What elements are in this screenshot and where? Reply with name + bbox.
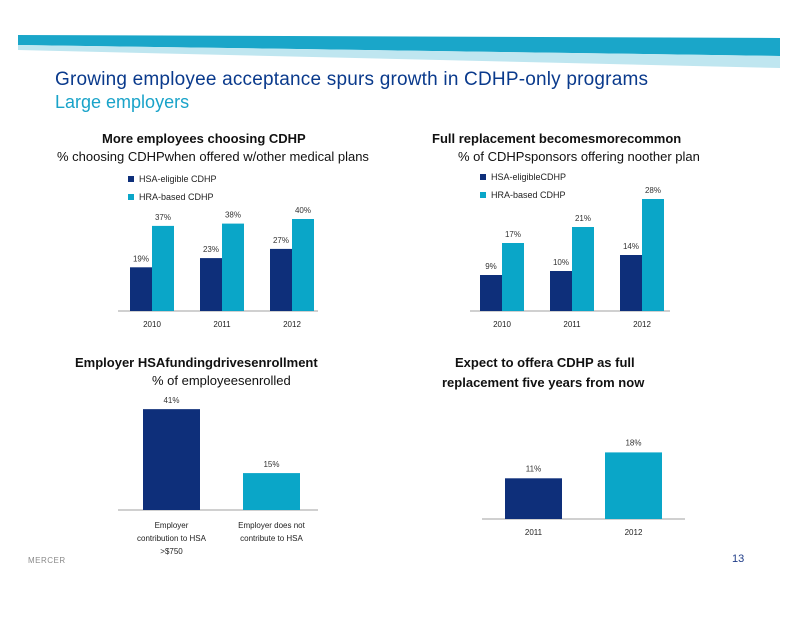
chart1-title: More employees choosing CDHP bbox=[102, 131, 306, 146]
chart2-bar-hsa-2010 bbox=[480, 275, 502, 311]
chart2-title: Full replacement becomesmorecommon bbox=[432, 131, 682, 146]
chart4-title-line2: replacement five years from now bbox=[442, 375, 645, 390]
chart2-data-label: 9% bbox=[485, 262, 497, 271]
chart2-subtitle: % of CDHPsponsors offering noother plan bbox=[458, 149, 700, 164]
chart1-data-label: 27% bbox=[273, 236, 289, 245]
chart1-x-tick-label: 2012 bbox=[283, 320, 301, 329]
chart2-data-label: 28% bbox=[645, 186, 661, 195]
chart1-x-tick-label: 2010 bbox=[143, 320, 161, 329]
chart2-data-label: 14% bbox=[623, 242, 639, 251]
chart3-x-tick-label: Employer bbox=[155, 521, 189, 530]
chart2-legend-label: HRA-based CDHP bbox=[491, 190, 566, 200]
chart1-legend-label: HRA-based CDHP bbox=[139, 192, 214, 202]
chart2-x-tick-label: 2010 bbox=[493, 320, 511, 329]
chart2-bar-hra-2012 bbox=[642, 199, 664, 311]
chart4-data-label: 18% bbox=[625, 438, 641, 447]
chart2-bar-hra-2011 bbox=[572, 227, 594, 311]
chart4-bar-2011 bbox=[505, 478, 562, 519]
chart2-legend-swatch bbox=[480, 174, 486, 180]
chart1-bar-hsa-2011 bbox=[200, 258, 222, 311]
chart3-data-label: 15% bbox=[263, 460, 279, 469]
chart3-data-label: 41% bbox=[163, 396, 179, 405]
chart1-data-label: 23% bbox=[203, 245, 219, 254]
chart3-title: Employer HSAfundingdrivesenrollment bbox=[75, 355, 318, 370]
chart2-data-label: 10% bbox=[553, 258, 569, 267]
page-title: Growing employee acceptance spurs growth… bbox=[55, 69, 649, 90]
chart1-bar-hra-2011 bbox=[222, 223, 244, 311]
chart2-data-label: 17% bbox=[505, 230, 521, 239]
chart1-bar-hra-2010 bbox=[152, 225, 174, 311]
page-subtitle: Large employers bbox=[55, 92, 190, 112]
chart1-bar-hsa-2012 bbox=[270, 248, 292, 311]
page-number: 13 bbox=[732, 553, 745, 565]
chart1-subtitle: % choosing CDHPwhen offered w/other medi… bbox=[57, 149, 369, 164]
chart4-title-line1: Expect to offera CDHP as full bbox=[455, 355, 635, 370]
chart1-data-label: 19% bbox=[133, 254, 149, 263]
chart1-legend-label: HSA-eligible CDHP bbox=[139, 174, 217, 184]
header-band bbox=[18, 35, 780, 68]
chart2-legend-swatch bbox=[480, 192, 486, 198]
chart1-bar-hra-2012 bbox=[292, 219, 314, 311]
chart2-bar-hsa-2012 bbox=[620, 255, 642, 311]
chart3-subtitle: % of employeesenrolled bbox=[152, 373, 291, 388]
chart3-x-tick-label: contribute to HSA bbox=[240, 534, 303, 543]
chart3-x-tick-label: Employer does not bbox=[238, 521, 305, 530]
chart1-data-label: 38% bbox=[225, 211, 241, 220]
chart2-x-tick-label: 2012 bbox=[633, 320, 651, 329]
chart1-data-label: 37% bbox=[155, 213, 171, 222]
chart1-bar-hsa-2010 bbox=[130, 267, 152, 311]
chart1-data-label: 40% bbox=[295, 206, 311, 215]
chart3-x-tick-label: contribution to HSA bbox=[137, 534, 207, 543]
chart2-x-tick-label: 2011 bbox=[563, 320, 581, 329]
chart1-x-tick-label: 2011 bbox=[213, 320, 231, 329]
chart3-x-tick-label: >$750 bbox=[160, 547, 183, 556]
chart2-data-label: 21% bbox=[575, 214, 591, 223]
chart4-bar-2012 bbox=[605, 452, 662, 519]
chart3-bar-1 bbox=[143, 409, 200, 510]
chart1-legend-swatch bbox=[128, 194, 134, 200]
brand-label: MERCER bbox=[28, 556, 66, 565]
chart2-bar-hsa-2011 bbox=[550, 271, 572, 311]
chart2-legend-label: HSA-eligibleCDHP bbox=[491, 172, 566, 182]
chart3-bar-2 bbox=[243, 473, 300, 510]
chart4-data-label: 11% bbox=[526, 464, 541, 473]
chart4-x-tick-label: 2011 bbox=[525, 528, 543, 537]
chart2-bar-hra-2010 bbox=[502, 243, 524, 311]
chart1-legend-swatch bbox=[128, 176, 134, 182]
chart4-x-tick-label: 2012 bbox=[625, 528, 643, 537]
